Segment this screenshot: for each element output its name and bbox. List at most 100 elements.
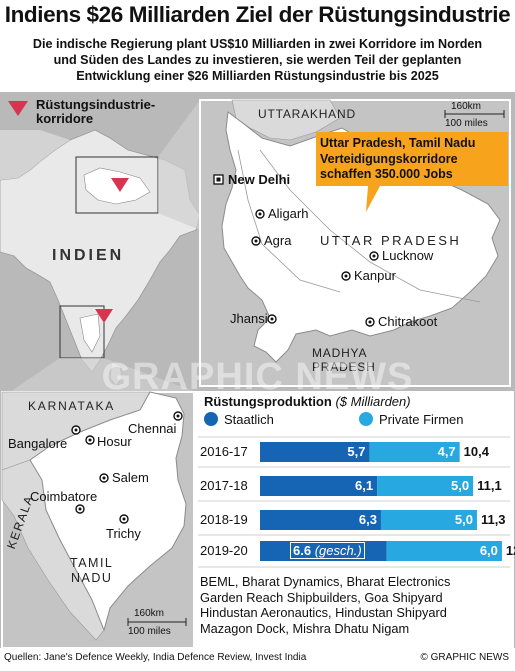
river-yamuna — [237, 149, 341, 293]
city-dot-trichy — [122, 517, 126, 521]
bar-total-label: 10,4 — [463, 444, 489, 459]
credit: © GRAPHIC NEWS — [420, 652, 510, 663]
city-dot-hosur — [88, 438, 92, 442]
bar-total-label: 11,3 — [480, 512, 506, 527]
city-label-trichy: Trichy — [106, 526, 141, 541]
bar-value-label: 5,0 — [451, 478, 470, 493]
legend-label: Rüstungsindustrie- korridore — [36, 98, 155, 126]
sources: Quellen: Jane's Defence Weekly, India De… — [4, 652, 307, 663]
north-scale-km: 160km — [451, 101, 482, 112]
bar-value-label: 6,0 — [479, 543, 498, 558]
karnataka-label: KARNATAKA — [28, 399, 116, 413]
bar-value-label: 6,1 — [355, 478, 374, 493]
subtitle: Die indische Regierung plant US$10 Milli… — [0, 36, 515, 84]
bar-private — [380, 510, 477, 530]
company-line-1: BEML, Bharat Dynamics, Bharat Electronic… — [200, 574, 451, 589]
river-ganges — [259, 149, 481, 303]
tamil-nadu-region — [29, 391, 187, 632]
city-label-agra: Agra — [264, 233, 292, 248]
city-label-chitrakoot: Chitrakoot — [378, 314, 438, 329]
bar-value-label: 5,0 — [454, 512, 473, 527]
chart-title-row: Rüstungsproduktion ($ Milliarden) — [204, 394, 411, 409]
city-dot-chennai — [176, 414, 180, 418]
bar-value-label: 4,7 — [437, 444, 456, 459]
south-scale-km: 160km — [134, 608, 165, 619]
bar-staatlich — [260, 442, 370, 462]
callout-text: Uttar Pradesh, Tamil Nadu Verteidigungsk… — [320, 136, 475, 183]
bar-value-label: 6.6 (gesch.) — [290, 542, 365, 559]
city-label-aligarh: Aligarh — [268, 206, 309, 221]
new-delhi-label: New Delhi — [228, 172, 291, 187]
category-label: 2018-19 — [200, 512, 248, 527]
chart-bars — [260, 442, 502, 561]
chart-title: Rüstungsproduktion — [204, 394, 332, 409]
city-dot-agra — [254, 239, 258, 243]
legend-label-line-2: korridore — [36, 111, 94, 126]
city-dot-kanpur — [344, 274, 348, 278]
chart-unit: ($ Milliarden) — [335, 394, 411, 409]
city-label-bangalore: Bangalore — [8, 436, 68, 451]
city-dot-chitrakoot — [368, 320, 372, 324]
city-dot-lucknow — [372, 254, 376, 258]
bar-private — [377, 476, 474, 496]
north-connector — [158, 100, 200, 230]
bar-staatlich — [260, 476, 378, 496]
uttarakhand-label: UTTARAKHAND — [258, 107, 356, 121]
tamil-nadu-line-2: NADU — [70, 571, 113, 585]
company-line-2: Garden Reach Shipbuilders, Goa Shipyard — [200, 589, 443, 605]
city-label-hosur: Hosur — [97, 434, 132, 449]
category-label: 2019-20 — [200, 543, 248, 558]
legend-corridor-marker — [8, 101, 28, 116]
city-label-kanpur: Kanpur — [354, 268, 396, 283]
callout-pointer — [366, 186, 380, 212]
category-label: 2016-17 — [200, 444, 248, 459]
callout-line-1: Uttar Pradesh, Tamil Nadu — [320, 136, 476, 150]
bar-total-label: 12,6 — [505, 543, 515, 558]
south-connector — [10, 358, 196, 392]
neighbour-region — [0, 130, 70, 180]
legend-private-label: Private Firmen — [379, 412, 464, 427]
bar-staatlich — [260, 541, 387, 561]
company-line-3: Hindustan Aeronautics, Hindustan Shipyar… — [200, 605, 447, 620]
map-graphic — [0, 92, 515, 648]
corridor-marker-south — [95, 309, 113, 323]
callout-box — [316, 132, 508, 186]
callout-line-3: schaffen 350.000 Jobs — [320, 167, 453, 181]
page-title: Indiens $26 Milliarden Ziel der Rüstungs… — [4, 2, 511, 27]
north-scale-miles: 100 miles — [445, 118, 488, 129]
legend-staatlich-label: Staatlich — [224, 412, 274, 427]
city-label-jhansi: Jhansi — [230, 311, 268, 326]
bar-value-label: 5,7 — [347, 444, 366, 459]
bar-value-label: 6,3 — [358, 512, 377, 527]
city-dot-salem — [102, 476, 106, 480]
madhya-pradesh-line-1: MADHYA — [312, 346, 368, 360]
subtitle-line-2: und Süden des Landes zu investieren, sie… — [53, 53, 462, 67]
uttar-pradesh-label: UTTAR PRADESH — [320, 233, 462, 248]
company-list: BEML, Bharat Dynamics, Bharat Electronic… — [200, 574, 450, 636]
tamil-nadu-line-1: TAMIL — [70, 556, 114, 570]
india-label: INDIEN — [52, 247, 125, 264]
bar-private — [386, 541, 502, 561]
legend-dot-private — [359, 412, 373, 426]
city-label-coimbatore: Coimbatore — [30, 489, 98, 504]
city-dot-bangalore — [74, 428, 78, 432]
city-label-chennai: Chennai — [128, 421, 177, 436]
callout-line-2: Verteidigungskorridore — [320, 151, 458, 166]
city-label-salem: Salem — [112, 470, 149, 485]
legend-dot-staatlich — [204, 412, 218, 426]
new-delhi-marker-dot — [216, 177, 221, 182]
legend-label-line-1: Rüstungsindustrie- — [36, 97, 156, 112]
city-dot-jhansi — [270, 317, 274, 321]
city-dot-coimbatore — [78, 507, 82, 511]
tamil-nadu-label: TAMIL NADU — [70, 556, 113, 586]
bar-staatlich — [260, 510, 381, 530]
madhya-pradesh-line-2: PRADESH — [312, 360, 376, 374]
bar-private — [369, 442, 460, 462]
subtitle-line-1: Die indische Regierung plant US$10 Milli… — [32, 37, 483, 51]
city-label-lucknow: Lucknow — [382, 248, 434, 263]
subtitle-line-3: Entwicklung einer $26 Milliarden Rüstung… — [76, 69, 439, 83]
company-line-4: Mazagon Dock, Mishra Dhatu Nigam — [200, 620, 410, 636]
tamil-nadu-overview — [79, 313, 101, 353]
category-label: 2017-18 — [200, 478, 248, 493]
madhya-pradesh-label: MADHYA PRADESH — [312, 346, 376, 374]
